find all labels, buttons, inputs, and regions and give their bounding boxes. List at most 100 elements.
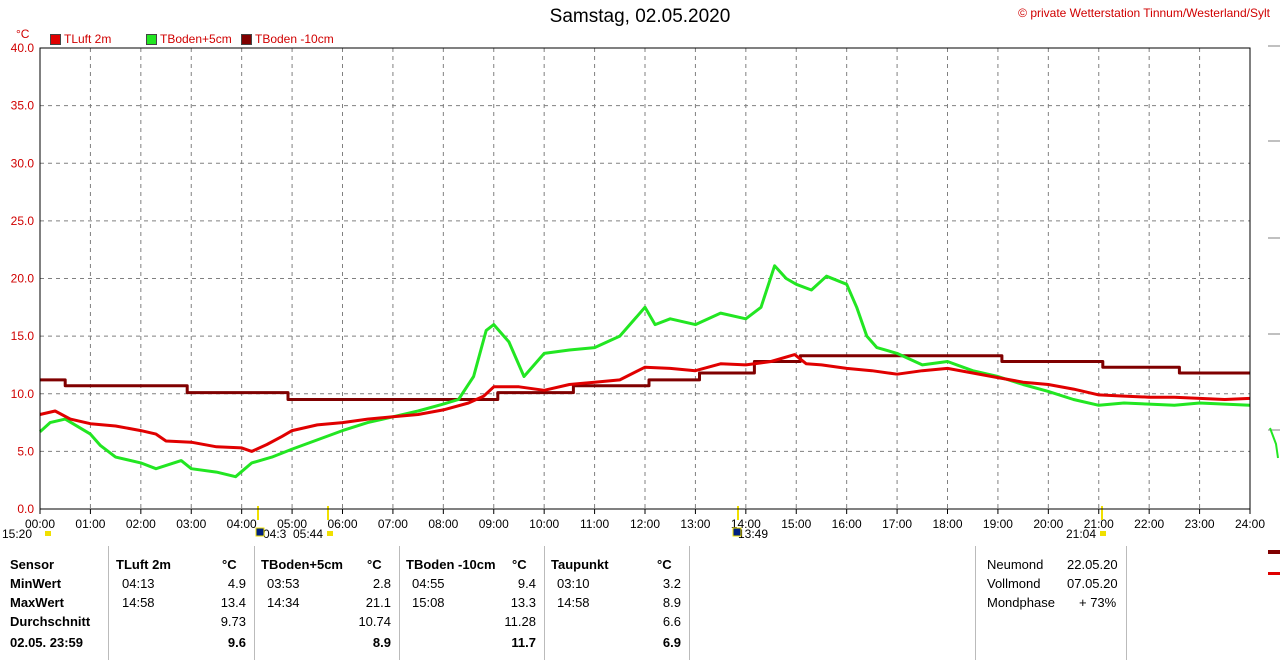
column-unit: °C [222, 557, 237, 572]
sensor-column: Sensor MinWert MaxWert Durchschnitt 02.0… [0, 546, 109, 660]
max-time: 14:58 [557, 595, 590, 610]
min-time: 04:13 [122, 576, 155, 591]
x-tick-label: 09:00 [479, 517, 509, 531]
copyright-text: © private Wetterstation Tinnum/Westerlan… [1018, 6, 1270, 20]
legend-item-tboden-5: TBoden+5cm [146, 32, 232, 46]
x-tick-label: 05:00 [277, 517, 307, 531]
column-header: TBoden -10cm [406, 557, 496, 572]
current-value: 11.7 [511, 635, 536, 650]
max-value: 13.3 [510, 595, 536, 610]
x-tick-label: 04:00 [227, 517, 257, 531]
event-markers: 15:20 04:3 05:44 13:49 21:04 [2, 506, 1106, 541]
x-tick-label: 23:00 [1185, 517, 1215, 531]
edge-green-fragment [1269, 427, 1279, 459]
avg-value: 11.28 [504, 614, 536, 629]
y-tick-label: 10.0 [11, 387, 35, 401]
column-unit: °C [657, 557, 672, 572]
legend-item-tluft: TLuft 2m [50, 32, 111, 46]
legend-label: TLuft 2m [64, 32, 112, 46]
x-tick-label: 15:00 [781, 517, 811, 531]
max-value: 21.1 [365, 595, 391, 610]
x-axis-ticks: 00:00 01:00 02:00 03:00 04:00 05:00 06:00 07:00… [25, 509, 1265, 531]
series-line [40, 354, 1250, 401]
min-time: 03:10 [557, 576, 590, 591]
statistics-table: Sensor MinWert MaxWert Durchschnitt 02.0… [0, 546, 1280, 662]
x-tick-label: 20:00 [1033, 517, 1063, 531]
legend-swatch [146, 33, 157, 45]
max-value: 13.4 [220, 595, 246, 610]
x-tick-label: 02:00 [126, 517, 156, 531]
current-value: 9.6 [227, 635, 246, 650]
column-header: Taupunkt [551, 557, 609, 572]
x-tick-label: 11:00 [580, 517, 609, 531]
max-value: 8.9 [662, 595, 681, 610]
y-tick-label: 25.0 [11, 214, 35, 228]
sun-marker [1100, 531, 1106, 536]
stats-column-tboden-5: TBoden+5cm °C 03:53 2.8 14:34 21.1 10.74 8.9 [255, 546, 400, 660]
moon-phase-label: Mondphase [987, 595, 1055, 610]
max-time: 14:34 [267, 595, 300, 610]
temperature-chart: 0.0 5.0 10.0 15.0 20.0 25.0 30.0 35.0 40.0 00:00… [2, 41, 1280, 541]
y-tick-label: 20.0 [11, 272, 35, 286]
legend-swatch [241, 33, 252, 45]
x-tick-label: 06:00 [327, 517, 357, 531]
edge-legend-fragment [1268, 572, 1280, 575]
y-tick-label: 5.0 [17, 444, 34, 458]
row-label-current: 02.05. 23:59 [10, 635, 84, 650]
moon-marker [732, 527, 742, 537]
current-value: 8.9 [372, 635, 391, 650]
event-label: 05:44 [293, 527, 323, 541]
x-tick-label: 00:00 [25, 517, 55, 531]
moon-marker [255, 527, 265, 537]
legend-swatch [50, 33, 61, 45]
event-label: 04:3 [263, 527, 287, 541]
stats-column-taupunkt: Taupunkt °C 03:10 3.2 14:58 8.9 6.6 6.9 [545, 546, 690, 660]
legend-item-tboden-10: TBoden -10cm [241, 32, 334, 46]
moon-column: Neumond 22.05.20 Vollmond 07.05.20 Mondp… [975, 546, 1127, 660]
max-time: 14:58 [122, 595, 155, 610]
min-value: 3.2 [662, 576, 681, 591]
y-tick-label: 0.0 [17, 502, 34, 516]
x-tick-label: 01:00 [75, 517, 105, 531]
moon-phase-value: + 73% [1079, 595, 1117, 610]
x-tick-label: 21:00 [1084, 517, 1114, 531]
series-line [39, 353, 1251, 453]
plot-frame [39, 47, 1251, 510]
x-tick-label: 18:00 [932, 517, 962, 531]
event-label: 15:20 [2, 527, 32, 541]
avg-value: 9.73 [220, 614, 246, 629]
legend-label: TBoden+5cm [160, 32, 232, 46]
column-header: TLuft 2m [116, 557, 171, 572]
edge-legend-fragment [1268, 550, 1280, 554]
y-tick-label: 35.0 [11, 99, 35, 113]
event-label: 13:49 [738, 527, 768, 541]
avg-value: 6.6 [662, 614, 681, 629]
chart-series [38, 264, 1251, 479]
min-time: 04:55 [412, 576, 445, 591]
current-value: 6.9 [662, 635, 681, 650]
min-value: 4.9 [227, 576, 246, 591]
y-axis-unit: °C [16, 27, 30, 41]
moon-new-label: Neumond [987, 557, 1044, 572]
x-tick-label: 07:00 [378, 517, 408, 531]
row-label-max: MaxWert [10, 595, 64, 610]
x-tick-label: 19:00 [983, 517, 1013, 531]
y-axis-ticks: 0.0 5.0 10.0 15.0 20.0 25.0 30.0 35.0 40.0 [11, 41, 35, 516]
moon-full-label: Vollmond [987, 576, 1041, 591]
sun-marker [327, 531, 333, 536]
stats-column-tboden-10: TBoden -10cm °C 04:55 9.4 15:08 13.3 11.28 11.7 [400, 546, 545, 660]
sensor-header: Sensor [10, 557, 55, 572]
column-header: TBoden+5cm [261, 557, 343, 572]
x-tick-label: 10:00 [529, 517, 559, 531]
x-tick-label: 17:00 [882, 517, 912, 531]
row-label-min: MinWert [10, 576, 62, 591]
max-time: 15:08 [412, 595, 445, 610]
x-tick-label: 08:00 [428, 517, 458, 531]
stats-column-tluft: TLuft 2m °C 04:13 4.9 14:58 13.4 9.73 9.6 [110, 546, 255, 660]
event-label: 21:04 [1066, 527, 1096, 541]
y-tick-label: 40.0 [11, 41, 35, 55]
x-tick-label: 16:00 [832, 517, 862, 531]
x-tick-label: 13:00 [680, 517, 710, 531]
spacer-column [689, 546, 690, 660]
moon-new-value: 22.05.20 [1067, 557, 1118, 572]
